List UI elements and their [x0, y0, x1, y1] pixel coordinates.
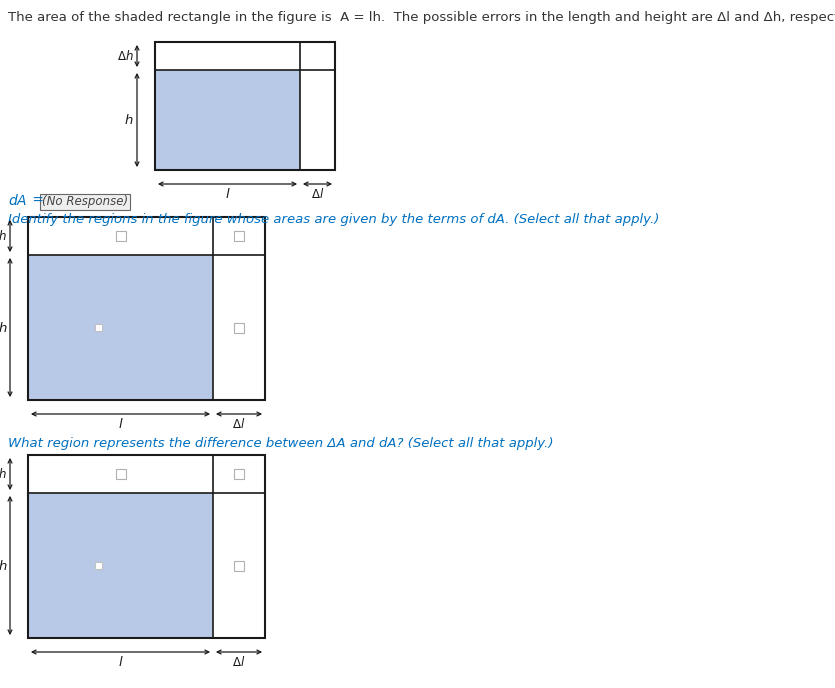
Bar — [234, 561, 244, 570]
Text: $l$: $l$ — [118, 655, 124, 669]
Bar — [28, 455, 265, 638]
Bar — [155, 42, 335, 170]
Text: $\Delta l$: $\Delta l$ — [311, 187, 324, 201]
Bar — [155, 70, 300, 170]
Bar — [28, 255, 213, 400]
Bar — [234, 231, 244, 241]
Text: $l$: $l$ — [118, 417, 124, 431]
Bar — [213, 455, 265, 493]
Bar — [155, 42, 300, 70]
Text: =: = — [28, 193, 48, 207]
Text: $\Delta h$: $\Delta h$ — [117, 49, 134, 63]
Text: $h$: $h$ — [124, 113, 134, 127]
Text: The area of the shaded rectangle in the figure is  A = lh.  The possible errors : The area of the shaded rectangle in the … — [8, 11, 835, 24]
Bar — [40, 194, 130, 210]
Bar — [234, 323, 244, 332]
Bar — [95, 562, 102, 569]
Text: $\Delta l$: $\Delta l$ — [232, 417, 245, 431]
Text: $h$: $h$ — [0, 559, 7, 572]
Text: What region represents the difference between ΔA and dA? (Select all that apply.: What region represents the difference be… — [8, 437, 554, 450]
Bar — [300, 42, 335, 70]
Bar — [28, 217, 265, 400]
Text: $\Delta l$: $\Delta l$ — [232, 655, 245, 669]
Bar — [213, 493, 265, 638]
Bar — [213, 255, 265, 400]
Bar — [28, 455, 213, 493]
Text: Identify the regions in the figure whose areas are given by the terms of dA. (Se: Identify the regions in the figure whose… — [8, 213, 660, 226]
Bar — [28, 493, 213, 638]
Bar — [28, 217, 213, 255]
Text: (No Response): (No Response) — [42, 195, 128, 208]
Bar — [115, 469, 125, 479]
Text: $\Delta h$: $\Delta h$ — [0, 467, 7, 481]
Text: $\Delta h$: $\Delta h$ — [0, 229, 7, 243]
Text: $l$: $l$ — [225, 187, 230, 201]
Bar — [234, 469, 244, 479]
Bar — [213, 217, 265, 255]
Bar — [115, 231, 125, 241]
Bar — [95, 324, 102, 331]
Text: $dA$: $dA$ — [8, 193, 28, 208]
Text: $h$: $h$ — [0, 321, 7, 334]
Bar — [300, 70, 335, 170]
